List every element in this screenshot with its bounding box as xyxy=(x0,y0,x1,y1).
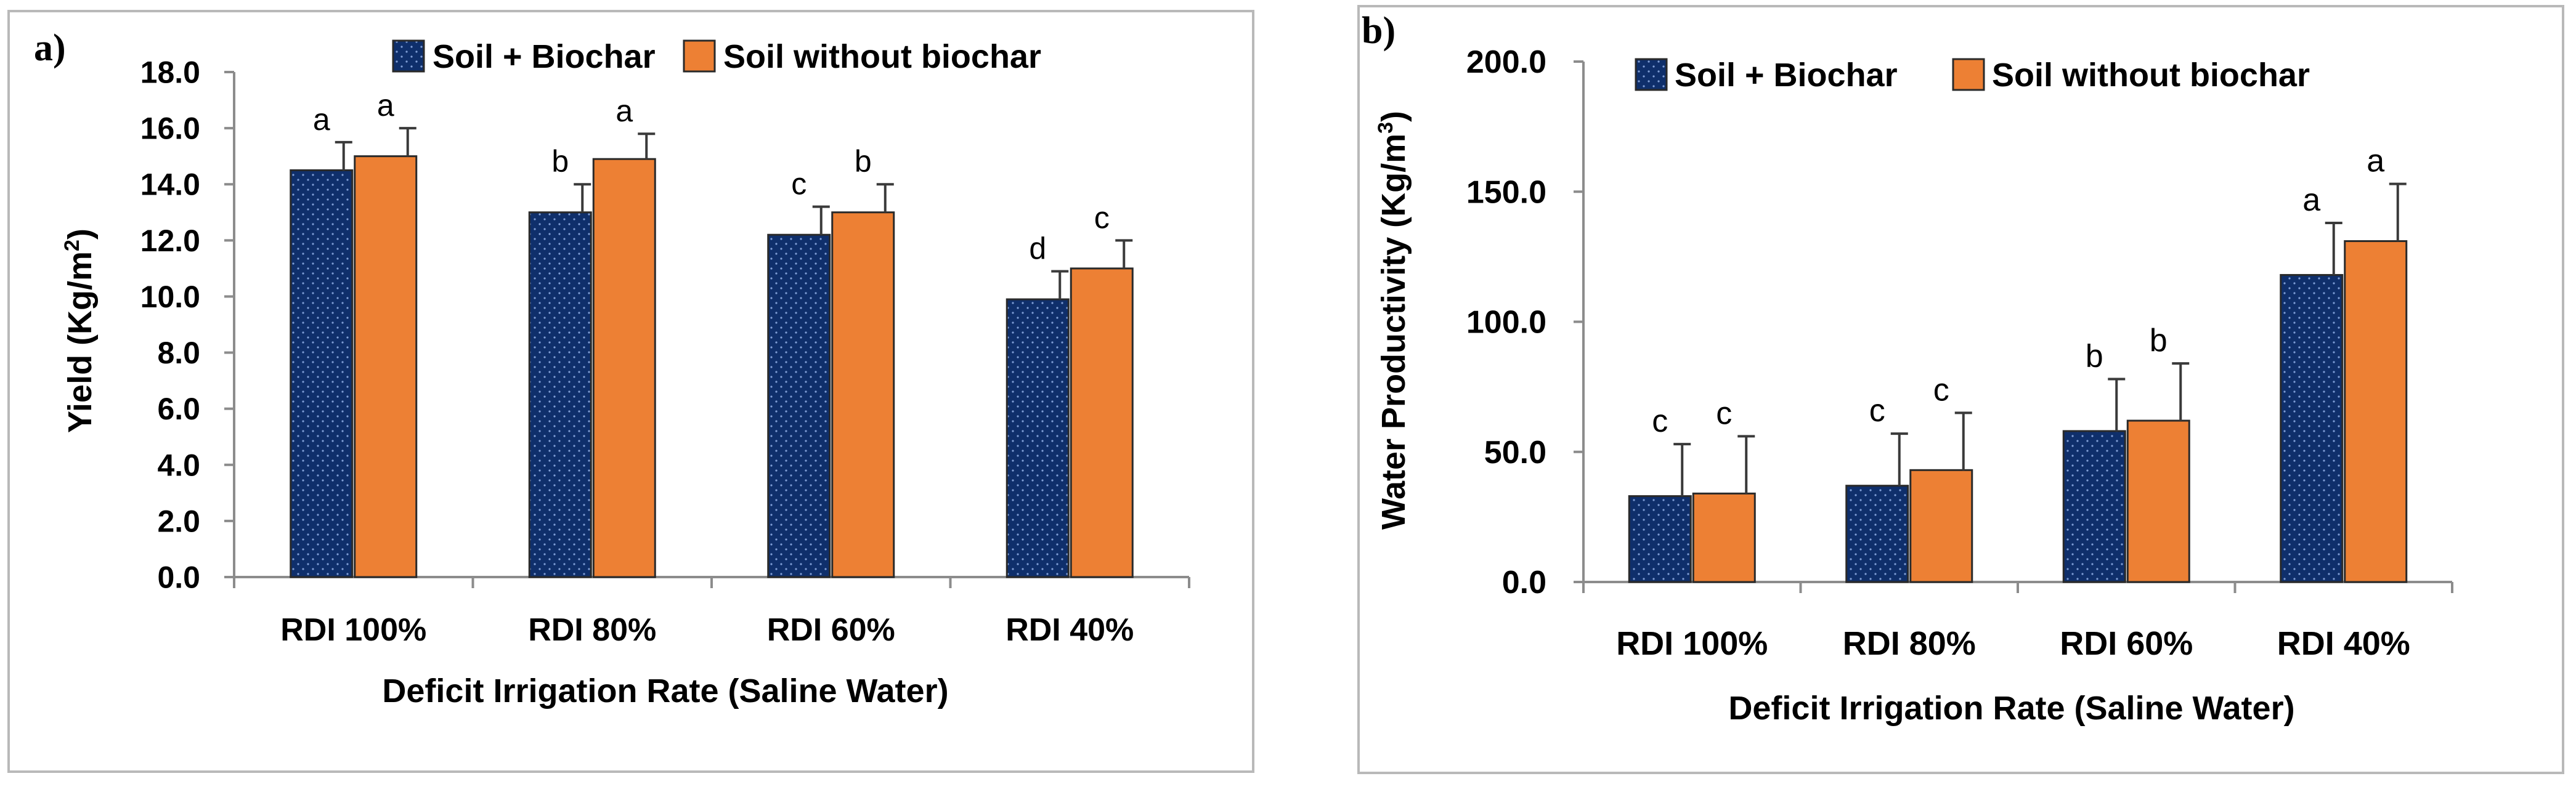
panel-b-x-tick-label: RDI 60% xyxy=(2060,625,2193,662)
panel-b-bar-biochar xyxy=(2062,430,2126,583)
panel-a-legend-label-without: Soil without biochar xyxy=(723,38,1041,75)
panel-b-label: b) xyxy=(1362,10,1396,52)
panel-a-legend-label-biochar: Soil + Biochar xyxy=(433,38,656,75)
panel-a-bar-biochar xyxy=(290,169,354,578)
panel-a-y-axis-title: Yield (Kg/m2) xyxy=(60,228,99,433)
panel-a-y-tick-label: 14.0 xyxy=(140,168,200,202)
panel-a-x-axis-title: Deficit Irrigation Rate (Saline Water) xyxy=(382,673,948,709)
panel-b-significance-letter: a xyxy=(2367,143,2384,179)
panel-b-bar-biochar xyxy=(1845,485,1909,583)
panel-a-significance-letter: b xyxy=(855,144,872,179)
panel-b-y-axis-title: Water Productivity (Kg/m3) xyxy=(1374,111,1412,530)
panel-a-significance-letter: a xyxy=(313,102,330,137)
panel-b-legend: Soil + Biochar Soil without biochar xyxy=(1635,57,2310,94)
panel-b-y-axis-title-superscript: 3 xyxy=(1374,122,1397,134)
panel-b-x-axis-title: Deficit Irrigation Rate (Saline Water) xyxy=(1728,690,2294,727)
panel-a-legend-swatch-biochar xyxy=(392,39,425,73)
panel-b-significance-letter: a xyxy=(2302,182,2320,218)
panel-a-bar-biochar xyxy=(528,211,592,578)
panel-a-bar-biochar xyxy=(1006,298,1070,578)
panel-b-x-tick-label: RDI 80% xyxy=(1843,625,1976,662)
panel-b: b) 0.0 50.0 100.0 150.0 200.0 RDI 100% RDI 80%… xyxy=(1357,5,2564,774)
panel-b-y-tick-label: 200.0 xyxy=(1466,44,1546,80)
panel-b-y-axis-title-main: Water Productivity (Kg/m xyxy=(1375,134,1412,530)
panel-b-significance-letter: c xyxy=(1652,403,1668,439)
panel-b-legend-label-biochar: Soil + Biochar xyxy=(1675,57,1898,94)
panel-b-bar-without xyxy=(2344,240,2408,583)
panel-b-significance-letter: c xyxy=(1933,372,1949,408)
panel-a-y-tick-label: 16.0 xyxy=(140,111,200,146)
panel-a-bar-without xyxy=(592,158,656,578)
panel-b-significance-letter: c xyxy=(1716,395,1732,431)
panel-a-x-tick-label: RDI 80% xyxy=(528,612,656,648)
panel-b-significance-letter: b xyxy=(2086,338,2103,374)
panel-a-bar-without xyxy=(354,155,418,578)
panel-a-y-tick-label: 4.0 xyxy=(157,448,200,482)
panel-a-bar-without xyxy=(1070,267,1134,578)
panel-b-x-tick-label: RDI 100% xyxy=(1616,625,1768,662)
panel-a-y-tick-label: 6.0 xyxy=(157,392,200,426)
panel-a-bar-without xyxy=(831,211,895,578)
panel-a-significance-letter: a xyxy=(616,94,633,128)
panel-a-x-tick-label: RDI 100% xyxy=(280,612,426,648)
panel-b-y-tick-label: 50.0 xyxy=(1484,435,1546,471)
panel-a-y-tick-label: 2.0 xyxy=(157,504,200,538)
panel-a-y-tick-label: 12.0 xyxy=(140,224,200,258)
panel-a-y-axis-title-superscript: 2 xyxy=(60,240,84,251)
panel-b-bar-biochar xyxy=(1628,495,1692,583)
panel-b-plot: 0.0 50.0 100.0 150.0 200.0 RDI 100% RDI 80% RDI… xyxy=(1466,44,2453,662)
panel-a-y-tick-label: 0.0 xyxy=(157,560,200,595)
panel-a-bar-biochar xyxy=(767,233,831,578)
panel-a-legend: Soil + Biochar Soil without biochar xyxy=(392,38,1041,75)
panel-a-y-axis-title-main: Yield (Kg/m xyxy=(62,251,99,433)
panel-b-bar-without xyxy=(2126,419,2190,583)
panel-b-legend-label-without: Soil without biochar xyxy=(1992,57,2310,94)
panel-a-x-tick-label: RDI 60% xyxy=(767,612,895,648)
panel-b-bar-biochar xyxy=(2280,273,2344,583)
panel-a-significance-letter: d xyxy=(1029,231,1046,265)
panel-b-y-tick-label: 0.0 xyxy=(1502,565,1546,600)
panel-a-significance-letter: c xyxy=(1094,200,1110,235)
panel-b-legend-swatch-biochar xyxy=(1635,58,1668,91)
panel-a-y-tick-label: 18.0 xyxy=(140,55,200,90)
panel-a-significance-letter: b xyxy=(551,144,569,179)
panel-b-significance-letter: c xyxy=(1869,393,1885,429)
panel-b-bar-without xyxy=(1692,492,1756,583)
panel-b-y-tick-label: 150.0 xyxy=(1466,174,1546,210)
panel-a-label: a) xyxy=(34,27,66,69)
panel-a-y-tick-label: 10.0 xyxy=(140,280,200,314)
panel-a-significance-letter: c xyxy=(791,167,807,201)
panel-b-significance-letter: b xyxy=(2150,323,2168,358)
panel-b-legend-swatch-without xyxy=(1952,58,1985,91)
panel-a-plot: 0.0 2.0 4.0 6.0 8.0 10.0 12.0 14.0 16.0 18.0 RDI 1… xyxy=(140,55,1190,648)
panel-a-legend-swatch-without xyxy=(683,39,716,73)
panel-a-significance-letter: a xyxy=(377,88,394,123)
panel-b-y-tick-label: 100.0 xyxy=(1466,305,1546,341)
panel-b-y-axis-title-end: ) xyxy=(1375,111,1412,122)
panel-b-x-tick-label: RDI 40% xyxy=(2277,625,2410,662)
panel-b-bar-without xyxy=(1909,469,1973,583)
panel-a: a) 0.0 2.0 4.0 6.0 8.0 10.0 12.0 14.0 16.0 18.0 RD… xyxy=(7,10,1254,773)
panel-a-x-tick-label: RDI 40% xyxy=(1006,612,1134,648)
panel-a-y-axis-title-end: ) xyxy=(62,228,99,240)
panel-a-y-tick-label: 8.0 xyxy=(157,336,200,370)
